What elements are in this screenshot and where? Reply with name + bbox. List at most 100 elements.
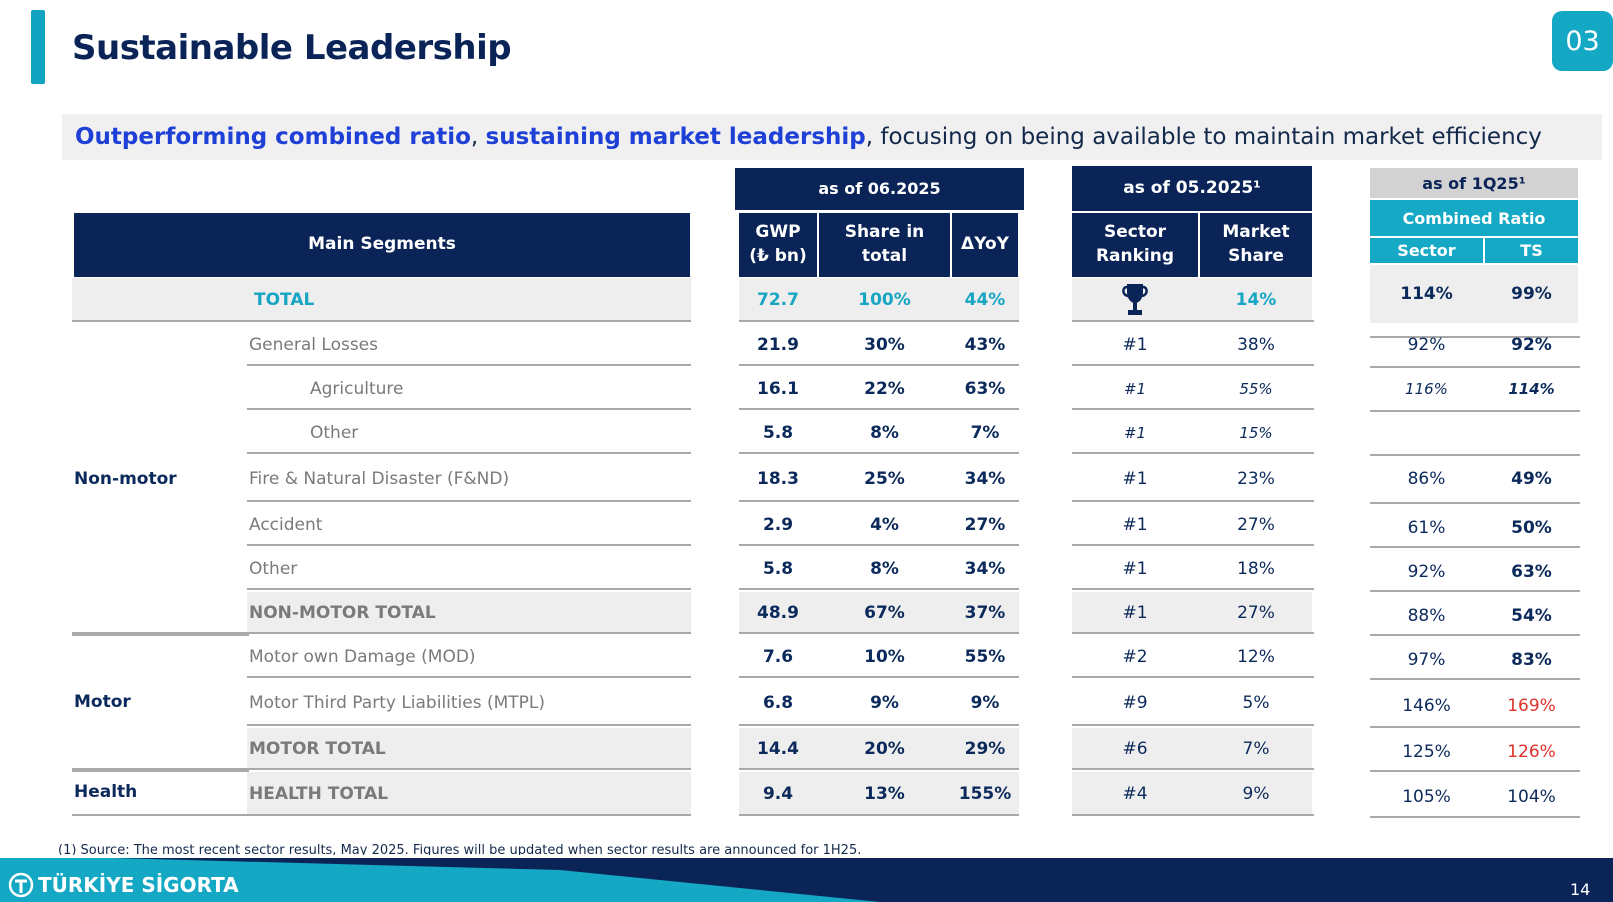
group-separator <box>72 634 249 636</box>
segment-name: TOTAL <box>254 290 315 310</box>
title-accent-bar <box>31 10 45 84</box>
row-separator <box>1370 816 1580 818</box>
footer-band <box>0 855 1613 902</box>
row-shade-segment <box>247 592 691 634</box>
rank-value: #1 <box>1123 424 1147 442</box>
row-shade-gwp <box>739 728 1019 770</box>
row-separator <box>1072 544 1314 546</box>
row-separator <box>1370 366 1580 368</box>
header-share: Share in total <box>819 213 950 277</box>
row-separator <box>739 814 1019 816</box>
header-gwp-line1: GWP <box>755 222 801 243</box>
row-shade-cr <box>1370 265 1578 323</box>
row-separator <box>1370 726 1580 728</box>
cr-sector-value: 105% <box>1402 787 1451 807</box>
header-as-of-05-2025: as of 05.2025¹ <box>1072 166 1312 211</box>
row-separator <box>1072 408 1314 410</box>
segment-name: Agriculture <box>310 379 404 399</box>
header-ms-line1: Market <box>1222 222 1290 243</box>
rank-value: #6 <box>1122 739 1148 759</box>
market-share-value: 38% <box>1237 335 1275 355</box>
market-share-value: 18% <box>1237 559 1275 579</box>
cr-sector-value: 92% <box>1407 562 1446 582</box>
trophy-icon <box>1072 278 1198 322</box>
cr-sector-value: 97% <box>1407 650 1446 670</box>
row-separator <box>739 364 1019 366</box>
row-separator <box>247 544 691 546</box>
yoy-value: 63% <box>964 379 1006 399</box>
cr-ts-value: 169% <box>1507 696 1556 716</box>
yoy-value: 34% <box>964 469 1006 489</box>
row-separator <box>1072 588 1314 590</box>
header-gwp-line2: (₺ bn) <box>749 246 807 266</box>
logo-text: TÜRKİYE SİGORTA <box>38 873 239 897</box>
group-label-nonmotor: Non-motor <box>74 469 177 489</box>
row-separator <box>739 676 1019 678</box>
yoy-value: 37% <box>964 603 1006 623</box>
header-as-of-06-2025: as of 06.2025 <box>735 168 1024 210</box>
row-separator <box>739 588 1019 590</box>
gwp-value: 48.9 <box>757 603 799 623</box>
header-rank-line2: Ranking <box>1095 246 1175 266</box>
market-share-value: 27% <box>1237 515 1275 535</box>
row-separator <box>739 724 1019 726</box>
rank-value: #1 <box>1122 515 1148 535</box>
row-separator <box>1370 410 1580 412</box>
rank-value: #1 <box>1122 603 1148 623</box>
cr-ts-value: 104% <box>1507 787 1556 807</box>
row-shade-rank <box>1072 772 1312 816</box>
segment-name: HEALTH TOTAL <box>249 784 389 804</box>
row-separator <box>1072 452 1314 454</box>
cr-ts-value: 126% <box>1507 742 1556 762</box>
share-value: 8% <box>870 559 899 579</box>
segment-name: Other <box>249 559 298 579</box>
row-separator <box>1370 336 1580 338</box>
group-label-motor: Motor <box>74 692 131 712</box>
gwp-value: 21.9 <box>757 335 799 355</box>
row-separator <box>247 408 691 410</box>
row-separator <box>1370 454 1580 456</box>
gwp-value: 7.6 <box>762 647 794 667</box>
rank-value: #1 <box>1122 335 1148 355</box>
subtitle-rest: , focusing on being available to maintai… <box>865 124 1542 150</box>
gwp-value: 6.8 <box>762 693 794 713</box>
row-separator <box>1072 724 1314 726</box>
gwp-value: 5.8 <box>762 423 794 443</box>
gwp-value: 14.4 <box>757 739 799 759</box>
share-value: 13% <box>864 784 905 804</box>
yoy-value: 155% <box>958 784 1012 804</box>
row-separator <box>739 500 1019 502</box>
market-share-value: 15% <box>1239 424 1273 442</box>
subtitle-banner: Outperforming combined ratio, sustaining… <box>62 114 1602 160</box>
yoy-value: 27% <box>964 515 1006 535</box>
group-label-health: Health <box>74 782 138 802</box>
share-value: 100% <box>858 290 911 310</box>
gwp-value: 5.8 <box>762 559 794 579</box>
share-value: 67% <box>864 603 905 623</box>
row-separator <box>739 632 1019 634</box>
segment-name: Other <box>310 423 359 443</box>
row-shade-segment <box>72 278 691 322</box>
share-value: 8% <box>870 423 899 443</box>
header-market-share: Market Share <box>1200 213 1312 277</box>
segment-name: Motor own Damage (MOD) <box>249 647 476 667</box>
header-sector-ranking: Sector Ranking <box>1072 213 1198 277</box>
market-share-value: 23% <box>1237 469 1275 489</box>
row-separator <box>72 632 691 634</box>
gwp-value: 2.9 <box>762 515 794 535</box>
rank-value: #4 <box>1122 784 1148 804</box>
share-value: 30% <box>864 335 905 355</box>
header-yoy: ΔYoY <box>952 213 1018 277</box>
rank-value: #1 <box>1123 380 1147 398</box>
cr-ts-value: 114% <box>1508 380 1555 398</box>
cr-ts-value: 99% <box>1511 284 1552 304</box>
row-separator <box>72 320 691 322</box>
subtitle-highlight-2: sustaining market leadership <box>485 124 866 150</box>
header-gwp: GWP (₺ bn) <box>739 213 817 277</box>
row-separator <box>1072 500 1314 502</box>
row-separator <box>739 452 1019 454</box>
share-value: 25% <box>864 469 905 489</box>
share-value: 9% <box>870 693 899 713</box>
segment-name: MOTOR TOTAL <box>249 739 386 759</box>
header-rank-line1: Sector <box>1103 222 1167 243</box>
